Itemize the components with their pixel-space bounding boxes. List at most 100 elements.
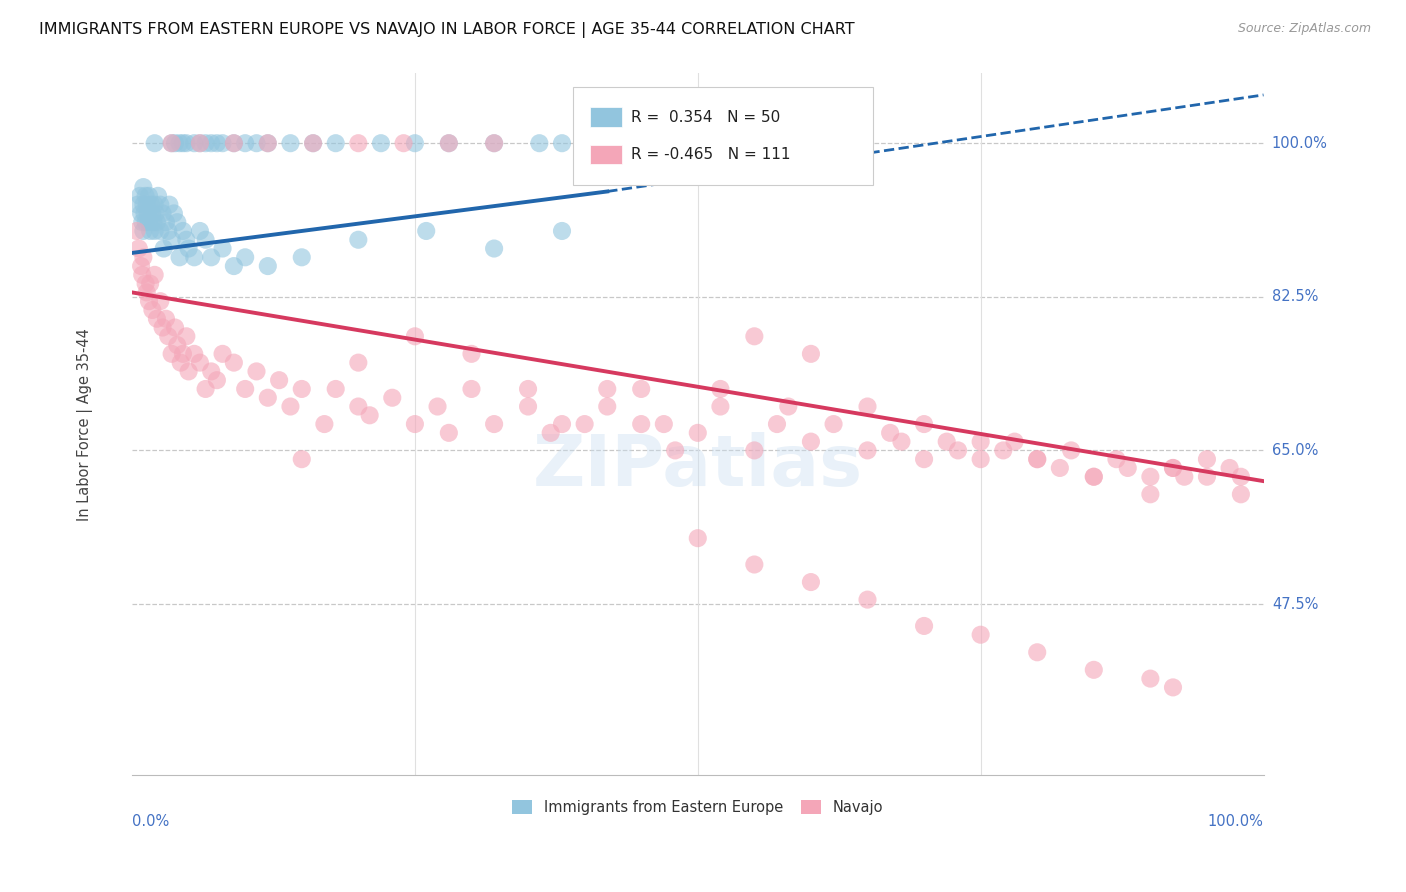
Point xyxy=(135,197,157,211)
Text: 100.0%: 100.0% xyxy=(1272,136,1327,151)
Point xyxy=(415,224,437,238)
Point xyxy=(233,250,256,264)
Bar xyxy=(591,145,621,164)
Point xyxy=(404,136,426,151)
Point xyxy=(211,242,233,256)
Point xyxy=(160,233,183,247)
Point xyxy=(146,189,169,203)
Point xyxy=(437,136,460,151)
Point xyxy=(347,136,370,151)
Point xyxy=(183,347,205,361)
Text: IMMIGRANTS FROM EASTERN EUROPE VS NAVAJO IN LABOR FORCE | AGE 35-44 CORRELATION : IMMIGRANTS FROM EASTERN EUROPE VS NAVAJO… xyxy=(39,22,855,38)
Point xyxy=(686,425,709,440)
Point xyxy=(139,224,162,238)
Point xyxy=(269,373,291,387)
Point xyxy=(222,259,245,273)
Point xyxy=(176,329,198,343)
Point xyxy=(143,268,166,282)
Point xyxy=(1139,487,1161,501)
Point xyxy=(482,136,505,151)
Point xyxy=(141,206,163,220)
Point xyxy=(245,364,267,378)
Point xyxy=(135,277,157,291)
Point xyxy=(134,206,156,220)
Point xyxy=(347,233,370,247)
Point xyxy=(347,400,370,414)
Text: Source: ZipAtlas.com: Source: ZipAtlas.com xyxy=(1237,22,1371,36)
Point xyxy=(709,400,731,414)
Point xyxy=(856,592,879,607)
Point xyxy=(517,400,540,414)
Point xyxy=(302,136,325,151)
Point xyxy=(1116,461,1139,475)
Point xyxy=(596,400,619,414)
Point xyxy=(630,136,652,151)
Point xyxy=(138,215,160,229)
Point xyxy=(404,329,426,343)
Point xyxy=(856,400,879,414)
Point xyxy=(1139,672,1161,686)
Point xyxy=(551,417,574,431)
Point xyxy=(529,136,551,151)
Point xyxy=(205,136,228,151)
Point xyxy=(969,452,991,467)
Point xyxy=(1161,461,1184,475)
Point xyxy=(437,425,460,440)
Point xyxy=(426,400,449,414)
Point xyxy=(1161,681,1184,695)
Point xyxy=(291,382,314,396)
Point xyxy=(152,242,174,256)
Point xyxy=(256,391,278,405)
Point xyxy=(482,417,505,431)
Point xyxy=(194,382,217,396)
Point xyxy=(517,382,540,396)
Point xyxy=(128,242,150,256)
Point xyxy=(744,329,766,343)
Point xyxy=(172,224,194,238)
Point xyxy=(222,356,245,370)
Point xyxy=(136,206,159,220)
Point xyxy=(155,311,177,326)
Point xyxy=(245,136,267,151)
Point xyxy=(630,382,652,396)
Point xyxy=(381,391,404,405)
Point xyxy=(280,136,302,151)
Point xyxy=(205,373,228,387)
Point xyxy=(200,364,222,378)
Point xyxy=(176,136,198,151)
Point xyxy=(912,619,935,633)
Point xyxy=(1060,443,1083,458)
Point xyxy=(142,215,165,229)
Point xyxy=(482,136,505,151)
Point xyxy=(188,356,211,370)
Point xyxy=(141,197,163,211)
Point xyxy=(993,443,1015,458)
Point xyxy=(574,417,596,431)
Point xyxy=(188,136,211,151)
Point xyxy=(157,197,180,211)
Point xyxy=(169,250,191,264)
Text: 65.0%: 65.0% xyxy=(1272,443,1319,458)
Point xyxy=(1026,452,1049,467)
Point xyxy=(131,268,153,282)
Point xyxy=(211,347,233,361)
Point xyxy=(291,250,314,264)
Point xyxy=(160,136,183,151)
Point xyxy=(170,356,193,370)
Point xyxy=(256,259,278,273)
Point xyxy=(325,136,347,151)
Point xyxy=(166,338,188,352)
Point xyxy=(596,136,619,151)
Point xyxy=(800,575,823,590)
Point xyxy=(135,215,157,229)
Point xyxy=(131,215,153,229)
Point xyxy=(551,136,574,151)
Point xyxy=(222,136,245,151)
Point xyxy=(132,197,155,211)
Point xyxy=(183,136,205,151)
Point xyxy=(129,189,152,203)
Point xyxy=(1105,452,1128,467)
Point xyxy=(149,294,172,309)
Point xyxy=(188,224,211,238)
Point xyxy=(149,197,172,211)
